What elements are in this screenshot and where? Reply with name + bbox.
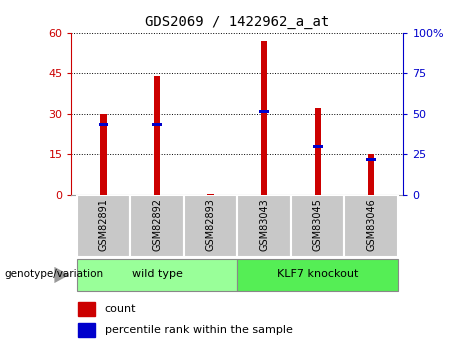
Bar: [154, 76, 160, 195]
Bar: [184, 195, 237, 257]
Text: GSM82892: GSM82892: [152, 198, 162, 251]
Text: GSM82891: GSM82891: [99, 198, 109, 251]
Bar: [291, 195, 344, 257]
Bar: [344, 195, 398, 257]
Bar: [237, 195, 291, 257]
Text: GSM83043: GSM83043: [259, 198, 269, 251]
Bar: [77, 195, 130, 257]
Bar: [237, 259, 398, 292]
Bar: [366, 158, 376, 161]
Bar: [261, 41, 267, 195]
Text: GSM83045: GSM83045: [313, 198, 323, 251]
Text: genotype/variation: genotype/variation: [5, 269, 104, 279]
Polygon shape: [54, 267, 69, 283]
Bar: [100, 114, 107, 195]
Bar: [368, 155, 374, 195]
Text: wild type: wild type: [132, 269, 183, 279]
Bar: [130, 195, 184, 257]
Text: count: count: [105, 304, 136, 314]
Bar: [313, 145, 323, 148]
Text: percentile rank within the sample: percentile rank within the sample: [105, 325, 293, 335]
Text: GSM82893: GSM82893: [206, 198, 216, 251]
Bar: [99, 123, 108, 126]
Title: GDS2069 / 1422962_a_at: GDS2069 / 1422962_a_at: [145, 15, 330, 29]
Bar: [78, 323, 95, 337]
Bar: [314, 108, 321, 195]
Bar: [207, 194, 214, 195]
Text: GSM83046: GSM83046: [366, 198, 376, 251]
Text: KLF7 knockout: KLF7 knockout: [277, 269, 358, 279]
Bar: [260, 109, 269, 113]
Bar: [152, 123, 162, 126]
Bar: [77, 259, 237, 292]
Bar: [78, 302, 95, 316]
